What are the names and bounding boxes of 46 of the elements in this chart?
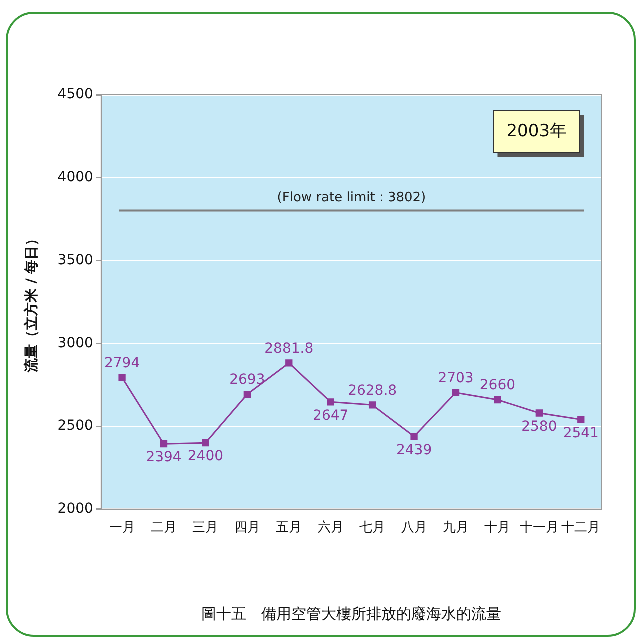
data-label: 2794 — [104, 355, 140, 372]
x-tick-label: 十月 — [484, 520, 511, 536]
data-label: 2628.8 — [348, 382, 398, 399]
y-tick-label: 4000 — [58, 170, 94, 186]
point — [536, 410, 544, 417]
data-label: 2439 — [396, 442, 432, 458]
point — [452, 389, 460, 396]
x-tick-label: 七月 — [360, 520, 386, 536]
y-axis-title: 流量（立方米 / 每日） — [23, 232, 40, 374]
data-label: 2394 — [146, 450, 182, 466]
x-tick-label: 五月 — [276, 520, 302, 536]
point — [118, 374, 126, 382]
x-tick-label: 三月 — [192, 520, 219, 536]
data-label: 2693 — [230, 372, 266, 388]
y-tick-label: 4500 — [58, 86, 94, 103]
point — [286, 360, 293, 367]
data-label: 2881.8 — [264, 340, 314, 357]
x-tick-label: 十一月 — [520, 520, 559, 536]
x-tick-label: 六月 — [318, 520, 344, 536]
point — [410, 433, 418, 440]
x-tick-label: 四月 — [234, 520, 260, 536]
y-tick-label: 2000 — [58, 501, 94, 518]
x-tick-label: 八月 — [401, 520, 428, 536]
point — [494, 396, 502, 404]
annotation: 2003年 — [506, 121, 567, 142]
y-tick-label: 3500 — [58, 252, 94, 268]
point — [244, 390, 252, 398]
x-tick-label: 二月 — [151, 520, 177, 536]
data-label: 2647 — [313, 408, 349, 424]
text: 圖十五 備用空管大樓所排放的廢海水的流量 — [202, 604, 502, 623]
point — [368, 402, 376, 409]
x-tick-label: 十二月 — [562, 520, 601, 536]
x-tick-label: 一月 — [109, 520, 136, 536]
point — [578, 416, 585, 424]
data-label: 2400 — [188, 448, 224, 465]
point — [160, 440, 168, 448]
point — [327, 398, 334, 406]
data-label: 2660 — [480, 378, 516, 394]
data-label: 2703 — [438, 370, 474, 387]
data-label: 2580 — [522, 418, 558, 435]
x-tick-label: 九月 — [443, 520, 469, 536]
y-tick-label: 2500 — [58, 418, 94, 434]
point — [202, 440, 210, 447]
ref-line-label: (Flow rate limit : 3802) — [277, 190, 426, 206]
y-tick-label: 3000 — [58, 335, 94, 352]
data-label: 2541 — [563, 425, 599, 442]
